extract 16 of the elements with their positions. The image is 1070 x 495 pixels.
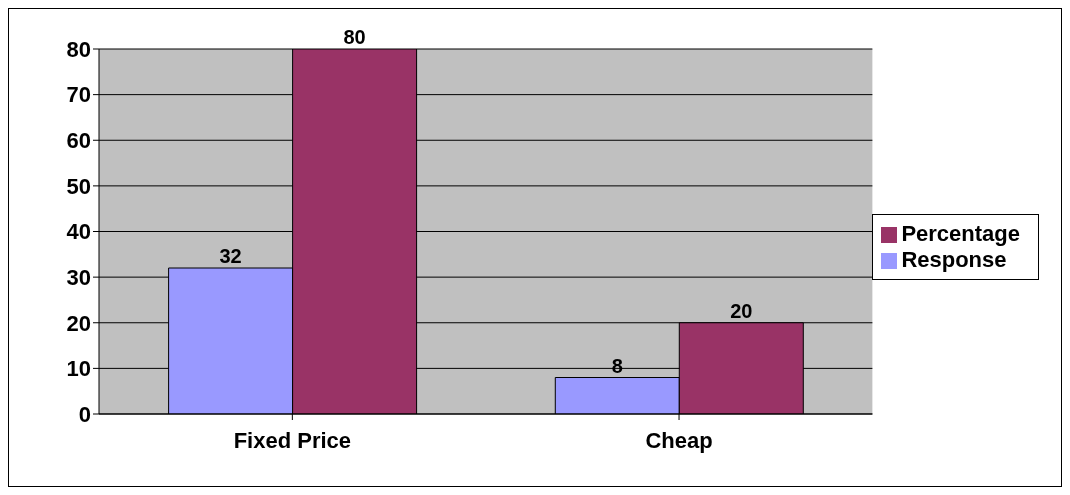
y-tick-label: 50 bbox=[66, 173, 91, 199]
y-tick-label: 30 bbox=[66, 264, 91, 290]
data-label: 32 bbox=[219, 245, 242, 267]
y-tick-label: 60 bbox=[66, 128, 91, 154]
y-tick-label: 10 bbox=[66, 356, 91, 382]
data-label: 20 bbox=[730, 299, 753, 322]
x-tick-label: Cheap bbox=[645, 427, 713, 453]
legend-label: Response bbox=[901, 246, 1007, 272]
x-tick-label: Fixed Price bbox=[233, 427, 352, 453]
data-label: 80 bbox=[343, 26, 366, 48]
legend-label: Percentage bbox=[901, 220, 1020, 246]
y-tick-label: 0 bbox=[78, 401, 91, 427]
y-tick-label: 20 bbox=[66, 310, 91, 336]
y-tick-label: 80 bbox=[66, 36, 91, 62]
y-tick-label: 40 bbox=[66, 219, 91, 245]
y-tick-label: 70 bbox=[66, 82, 91, 108]
